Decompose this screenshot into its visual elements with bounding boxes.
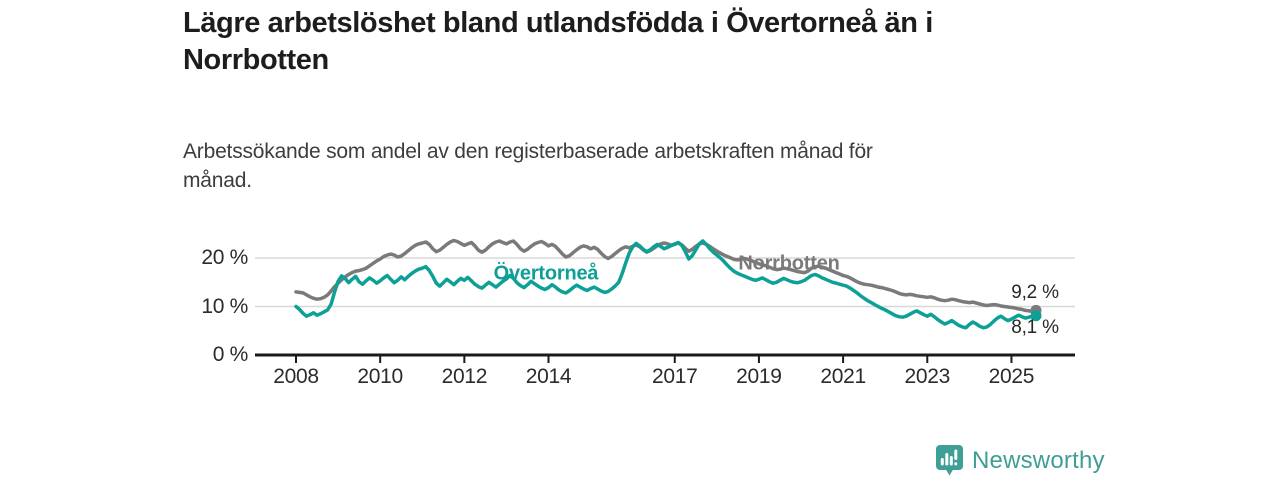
newsworthy-logo-icon (936, 445, 963, 476)
end-value-norrbotten: 9,2 % (1011, 282, 1059, 303)
chart-subtitle-line-1: Arbetssökande som andel av den registerb… (183, 140, 873, 163)
series-label-norrbotten: Norrbotten (738, 252, 840, 275)
chart-title: Lägre arbetslöshet bland utlandsfödda i … (183, 5, 1163, 79)
newsworthy-logo: Newsworthy (936, 445, 1105, 476)
chart-subtitle-line-2: månad. (183, 169, 252, 192)
series-line-övertorneå (294, 239, 1038, 330)
chart-subtitle: Arbetssökande som andel av den registerb… (183, 137, 1103, 195)
newsworthy-logo-text: Newsworthy (972, 446, 1105, 474)
end-value-overtornea: 8,1 % (1011, 317, 1059, 338)
series-endpoint-övertorneå (1030, 310, 1042, 322)
series-label-overtornea: Övertorneå (493, 262, 599, 285)
series-line-norrbotten (294, 238, 1038, 314)
chart-title-line-2: Norrbotten (183, 44, 329, 76)
chart-title-line-1: Lägre arbetslöshet bland utlandsfödda i … (183, 7, 933, 39)
